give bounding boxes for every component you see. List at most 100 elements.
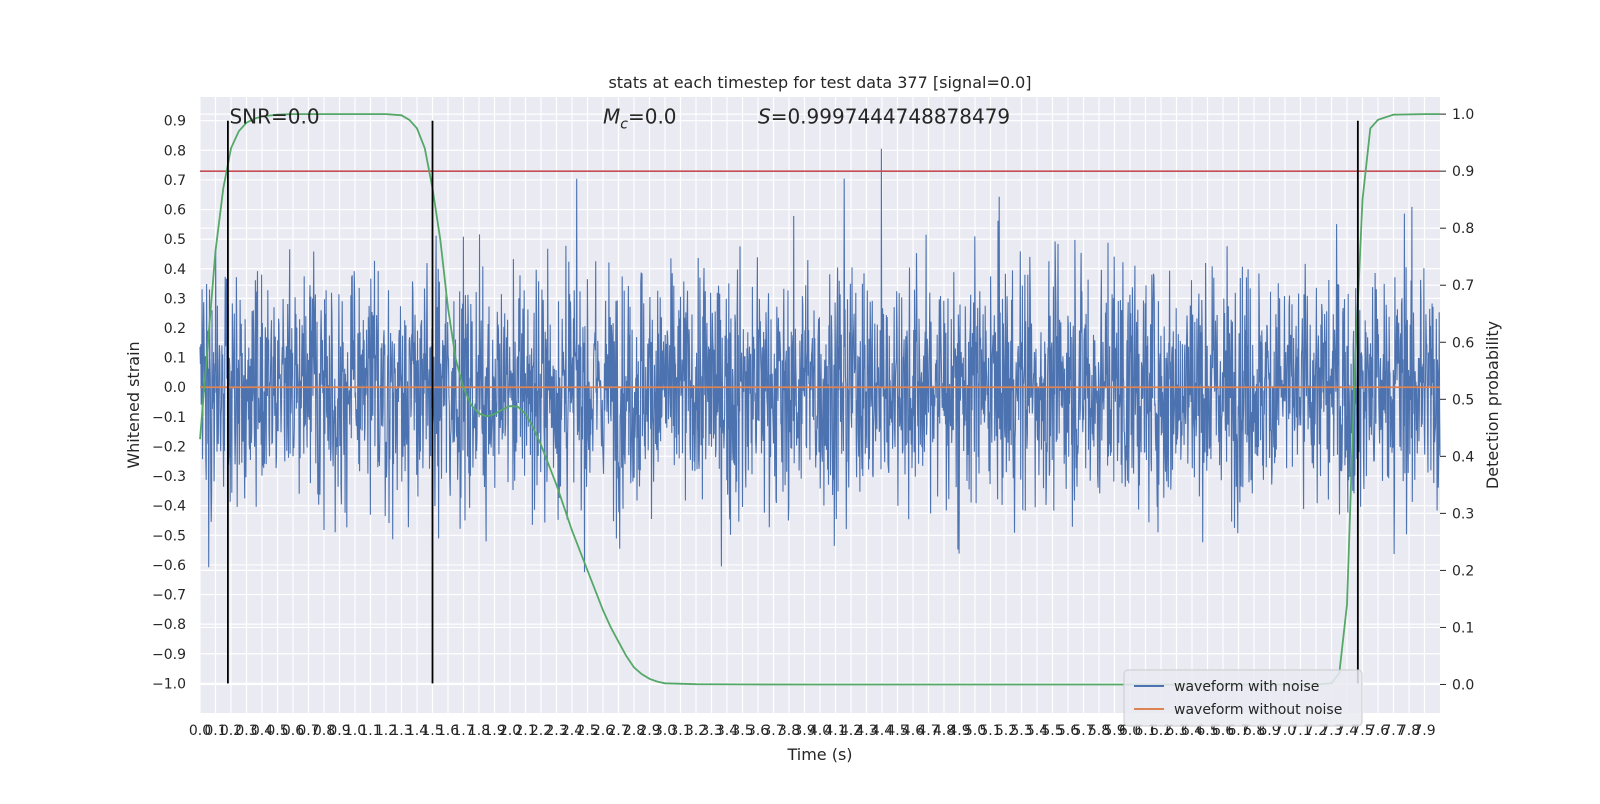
x-tick-label: 5.1 — [979, 723, 1001, 739]
y-tick-label-left: 0.7 — [164, 173, 186, 189]
x-tick-label: 0.1 — [204, 723, 226, 739]
y-tick-label-left: −0.1 — [152, 410, 186, 426]
legend-box — [1123, 669, 1363, 727]
y-tick-label-left: −0.6 — [152, 558, 186, 574]
x-tick-label: 6.9 — [1258, 723, 1280, 739]
x-tick-label: 0.9 — [328, 723, 350, 739]
y-tick-label-left: 0.4 — [164, 262, 186, 278]
y-tick-label-left: −0.8 — [152, 617, 186, 633]
x-tick-label: 5.5 — [1041, 723, 1063, 739]
series-lines — [199, 113, 1440, 686]
x-tick-label: 4.7 — [917, 723, 939, 739]
legend-label: waveform without noise — [1174, 702, 1342, 718]
x-tick-label: 1.3 — [390, 723, 412, 739]
x-tick-label: 3.2 — [685, 723, 707, 739]
x-tick-label: 5.8 — [1088, 723, 1110, 739]
y-tick-label-left: −0.4 — [152, 499, 186, 515]
x-tick-label: 5.0 — [964, 723, 986, 739]
x-tick-label: 1.5 — [421, 723, 443, 739]
legend-label: waveform with noise — [1174, 679, 1319, 695]
x-tick-label: 2.4 — [561, 723, 583, 739]
x-tick-label: 0.6 — [282, 723, 304, 739]
noise-waveform-line — [199, 148, 1441, 573]
y-tick-label-right: 0.2 — [1452, 563, 1474, 579]
x-tick-label: 4.5 — [886, 723, 908, 739]
y-tick-label-left: 0.3 — [164, 291, 186, 307]
y-tick-label-left: 0.2 — [164, 321, 186, 337]
y-tick-label-left: 0.5 — [164, 232, 186, 248]
x-tick-label: 1.9 — [483, 723, 505, 739]
y-tick-label-right: 0.1 — [1452, 620, 1474, 636]
x-tick-label: 3.9 — [793, 723, 815, 739]
y-tick-label-right: 0.5 — [1452, 392, 1474, 408]
x-tick-label: 1.8 — [468, 723, 490, 739]
x-tick-label: 7.1 — [1289, 723, 1311, 739]
x-tick-label: 1.7 — [452, 723, 474, 739]
y-tick-label-left: 0.0 — [164, 380, 186, 396]
legend: waveform with noise waveform without nois… — [1123, 669, 1363, 727]
y-tick-label-left: −0.9 — [152, 647, 186, 663]
x-tick-label: 3.3 — [700, 723, 722, 739]
x-tick-label: 1.6 — [437, 723, 459, 739]
x-tick-label: 1.4 — [406, 723, 428, 739]
annotations: SNR=0.0 Mc=0.0 S=0.9997444748878479 — [229, 105, 1010, 133]
x-tick-label: 5.3 — [1010, 723, 1032, 739]
annotation-text: S=0.9997444748878479 — [758, 105, 1010, 129]
x-tick-label: 3.1 — [669, 723, 691, 739]
x-tick-label: 2.3 — [545, 723, 567, 739]
x-tick-label: 5.7 — [1072, 723, 1094, 739]
x-tick-label: 6.0 — [1119, 723, 1141, 739]
x-axis-label: Time (s) — [786, 745, 852, 764]
x-tick-label: 3.5 — [731, 723, 753, 739]
x-tick-label: 2.1 — [514, 723, 536, 739]
y-tick-label-right: 0.6 — [1452, 335, 1474, 351]
x-tick-label: 4.1 — [824, 723, 846, 739]
x-tick-label: 3.0 — [654, 723, 676, 739]
x-tick-label: 0.0 — [189, 723, 211, 739]
x-tick-label: 7.5 — [1351, 723, 1373, 739]
x-tick-label: 0.5 — [266, 723, 288, 739]
x-tick-label: 5.6 — [1057, 723, 1079, 739]
x-tick-label: 6.5 — [1196, 723, 1218, 739]
x-tick-label: 6.4 — [1181, 723, 1203, 739]
x-tick-label: 2.9 — [638, 723, 660, 739]
y-tick-label-left: 0.9 — [164, 114, 186, 130]
x-tick-label: 7.6 — [1367, 723, 1389, 739]
x-tick-label: 7.8 — [1398, 723, 1420, 739]
annotation-text: SNR=0.0 — [229, 105, 319, 129]
x-tick-label: 6.8 — [1243, 723, 1265, 739]
x-tick-label: 6.7 — [1227, 723, 1249, 739]
chart-title: stats at each timestep for test data 377… — [608, 73, 1031, 92]
x-tick-label: 7.4 — [1336, 723, 1358, 739]
x-tick-label: 0.3 — [235, 723, 257, 739]
x-tick-label: 6.1 — [1134, 723, 1156, 739]
x-tick-label: 3.8 — [778, 723, 800, 739]
x-tick-label: 1.2 — [375, 723, 397, 739]
x-tick-label: 2.2 — [530, 723, 552, 739]
x-tick-label: 2.7 — [607, 723, 629, 739]
y-tick-label-right: 0.0 — [1452, 677, 1474, 693]
x-tick-label: 2.5 — [576, 723, 598, 739]
y-tick-label-right: 1.0 — [1452, 107, 1474, 123]
x-tick-label: 3.4 — [716, 723, 738, 739]
y-tick-label-left: −0.3 — [152, 469, 186, 485]
x-tick-label: 6.2 — [1150, 723, 1172, 739]
annotation-text: Mc=0.0 — [603, 105, 677, 133]
y-tick-label-right: 0.4 — [1452, 449, 1474, 465]
y-tick-label-right: 0.7 — [1452, 278, 1474, 294]
axes: 0.00.10.20.30.40.50.60.70.80.91.01.11.21… — [152, 107, 1474, 739]
x-tick-label: 7.9 — [1413, 723, 1435, 739]
y-tick-label-right: 0.9 — [1452, 164, 1474, 180]
y-axis-label-left: Whitened strain — [124, 341, 143, 468]
x-tick-label: 7.0 — [1274, 723, 1296, 739]
x-tick-label: 5.4 — [1026, 723, 1048, 739]
x-tick-label: 1.0 — [344, 723, 366, 739]
x-tick-label: 0.4 — [251, 723, 273, 739]
x-tick-label: 7.7 — [1382, 723, 1404, 739]
x-tick-label: 6.6 — [1212, 723, 1234, 739]
x-tick-label: 4.3 — [855, 723, 877, 739]
y-tick-label-right: 0.3 — [1452, 506, 1474, 522]
x-tick-label: 6.3 — [1165, 723, 1187, 739]
